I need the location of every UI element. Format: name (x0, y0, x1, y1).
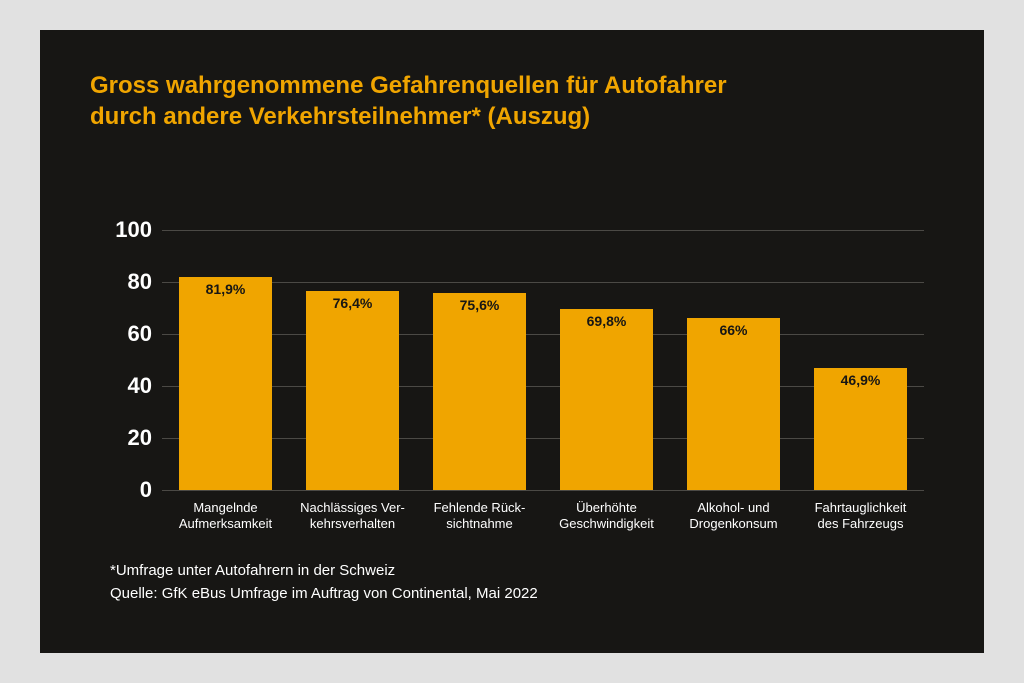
chart-title: Gross wahrgenommene Gefahrenquellen für … (90, 70, 934, 132)
y-tick: 80 (100, 269, 152, 295)
bar-value-label: 75,6% (460, 297, 500, 313)
x-label: Mangelnde Aufmerksamkeit (162, 500, 289, 533)
bar-value-label: 69,8% (587, 313, 627, 329)
bar-cell: 81,9% (162, 230, 289, 490)
bar-cell: 66% (670, 230, 797, 490)
x-label-line: Überhöhte (576, 500, 637, 515)
y-tick: 20 (100, 425, 152, 451)
bar-value-label: 46,9% (841, 372, 881, 388)
x-label-line: Geschwindigkeit (559, 516, 654, 531)
footnotes: *Umfrage unter Autofahrern in der Schwei… (110, 560, 538, 605)
x-label: Fehlende Rück- sichtnahme (416, 500, 543, 533)
bar-cell: 76,4% (289, 230, 416, 490)
x-label-line: Drogenkonsum (689, 516, 777, 531)
bar: 46,9% (814, 368, 908, 490)
chart-area: 100 80 60 40 20 0 81,9% (100, 230, 924, 490)
grid-line (162, 490, 924, 491)
bar-cell: 46,9% (797, 230, 924, 490)
x-label-line: Aufmerksamkeit (179, 516, 272, 531)
x-label-line: sichtnahme (446, 516, 512, 531)
bar-value-label: 81,9% (206, 281, 246, 297)
footnote-line: *Umfrage unter Autofahrern in der Schwei… (110, 562, 395, 579)
chart-title-line1: Gross wahrgenommene Gefahrenquellen für … (90, 72, 727, 99)
x-label-line: Nachlässiges Ver- (300, 500, 405, 515)
y-tick: 0 (100, 477, 152, 503)
bar-cell: 75,6% (416, 230, 543, 490)
bar: 69,8% (560, 309, 654, 490)
x-label-line: Fehlende Rück- (434, 500, 526, 515)
y-tick: 100 (100, 217, 152, 243)
x-label: Fahrtauglichkeit des Fahrzeugs (797, 500, 924, 533)
bar: 75,6% (433, 293, 527, 490)
bar: 66% (687, 318, 781, 490)
x-label: Nachlässiges Ver- kehrsverhalten (289, 500, 416, 533)
y-axis: 100 80 60 40 20 0 (100, 230, 162, 490)
y-tick: 60 (100, 321, 152, 347)
x-label-line: kehrsverhalten (310, 516, 395, 531)
bar: 81,9% (179, 277, 273, 490)
x-label-line: Fahrtauglichkeit (815, 500, 907, 515)
x-label: Alkohol- und Drogenkonsum (670, 500, 797, 533)
footnote-line: Quelle: GfK eBus Umfrage im Auftrag von … (110, 585, 538, 602)
x-label-line: des Fahrzeugs (818, 516, 904, 531)
bars-row: 81,9% 76,4% 75,6% (162, 230, 924, 490)
plot-area: 81,9% 76,4% 75,6% (162, 230, 924, 490)
bar-cell: 69,8% (543, 230, 670, 490)
y-tick: 40 (100, 373, 152, 399)
bar-value-label: 66% (719, 322, 747, 338)
x-axis-labels: Mangelnde Aufmerksamkeit Nachlässiges Ve… (162, 500, 924, 533)
bar-value-label: 76,4% (333, 295, 373, 311)
bar: 76,4% (306, 291, 400, 490)
x-label-line: Mangelnde (193, 500, 257, 515)
chart-title-line2: durch andere Verkehrsteilnehmer* (Auszug… (90, 103, 590, 130)
x-label-line: Alkohol- und (697, 500, 769, 515)
x-label: Überhöhte Geschwindigkeit (543, 500, 670, 533)
chart-panel: Gross wahrgenommene Gefahrenquellen für … (40, 30, 984, 653)
